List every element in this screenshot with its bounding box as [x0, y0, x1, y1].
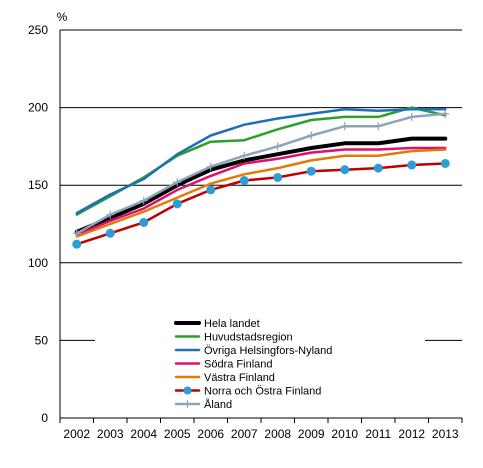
legend-marker [183, 386, 192, 395]
series-line [74, 136, 448, 234]
data-point [440, 158, 450, 168]
data-point [441, 109, 450, 118]
x-tick-label: 2013 [432, 427, 459, 441]
series-3 [75, 107, 447, 215]
data-point [340, 122, 349, 131]
data-point [373, 163, 383, 173]
legend-item: Norra och Östra Finland [174, 386, 321, 398]
axes [59, 30, 463, 423]
legend-item: Hela landet [174, 318, 260, 330]
legend-item: Övriga Helsingfors-Nyland [174, 345, 332, 357]
legend-item: Södra Finland [174, 359, 273, 371]
legend-label: Huvudstadsregion [204, 332, 293, 344]
series-layer [72, 106, 450, 249]
legend-marker [183, 400, 192, 408]
x-tick-label: 2008 [264, 427, 291, 441]
series-5 [75, 148, 447, 238]
legend-background [95, 313, 425, 416]
series-7 [72, 109, 450, 238]
x-tick-labels: 2002 2003 2004 2005 2006 2007 2008 2009 2010 2011… [63, 427, 459, 441]
series-line [75, 112, 447, 235]
data-point [306, 166, 316, 176]
legend-label: Åland [204, 398, 232, 411]
data-point [139, 217, 149, 227]
series-line [75, 148, 447, 238]
data-point [106, 210, 115, 219]
data-point [340, 165, 350, 175]
data-point [407, 160, 417, 170]
series-6 [72, 158, 450, 249]
series-1 [74, 136, 448, 234]
data-point [139, 196, 148, 205]
data-point [374, 122, 383, 131]
series-line [75, 146, 447, 237]
x-tick-label: 2012 [398, 427, 425, 441]
legend-label: Övriga Helsingfors-Nyland [204, 345, 332, 357]
x-tick-label: 2004 [130, 427, 157, 441]
data-point [407, 112, 416, 121]
data-point [240, 151, 249, 160]
legend-item: Huvudstadsregion [174, 332, 293, 344]
data-point [273, 142, 282, 151]
data-point [72, 229, 81, 238]
legend-label: Norra och Östra Finland [204, 386, 321, 398]
x-tick-label: 2002 [63, 427, 90, 441]
y-axis-unit-label: % [57, 10, 68, 24]
y-tick-label: 250 [28, 23, 48, 37]
y-tick-label: 150 [28, 178, 48, 192]
data-point [172, 199, 182, 209]
x-tick-label: 2010 [331, 427, 358, 441]
y-tick-label: 50 [35, 333, 49, 347]
data-point [307, 131, 316, 140]
y-tick-label: 0 [41, 411, 48, 425]
data-point [72, 239, 82, 249]
data-point [239, 176, 249, 186]
y-tick-label: 100 [28, 256, 48, 270]
legend-label: Hela landet [204, 318, 260, 330]
x-tick-label: 2005 [164, 427, 191, 441]
x-tick-label: 2003 [97, 427, 124, 441]
legend-label: Södra Finland [204, 359, 273, 371]
y-tick-labels: 0 50 100 150 200 250 [28, 23, 48, 425]
data-point [105, 228, 115, 238]
data-point [173, 178, 182, 187]
x-tick-label: 2006 [197, 427, 224, 441]
legend-item: Västra Finland [174, 372, 275, 384]
x-tick-label: 2007 [231, 427, 258, 441]
y-tick-label: 200 [28, 101, 48, 115]
x-tick-label: 2011 [365, 427, 391, 441]
series-line [75, 107, 447, 215]
data-point [206, 162, 215, 171]
legend-label: Västra Finland [204, 372, 275, 384]
series-4 [75, 146, 447, 237]
series-line [75, 162, 447, 246]
data-point [206, 185, 216, 195]
x-tick-label: 2009 [298, 427, 325, 441]
legend-item: Åland [174, 398, 232, 411]
data-point [273, 172, 283, 182]
